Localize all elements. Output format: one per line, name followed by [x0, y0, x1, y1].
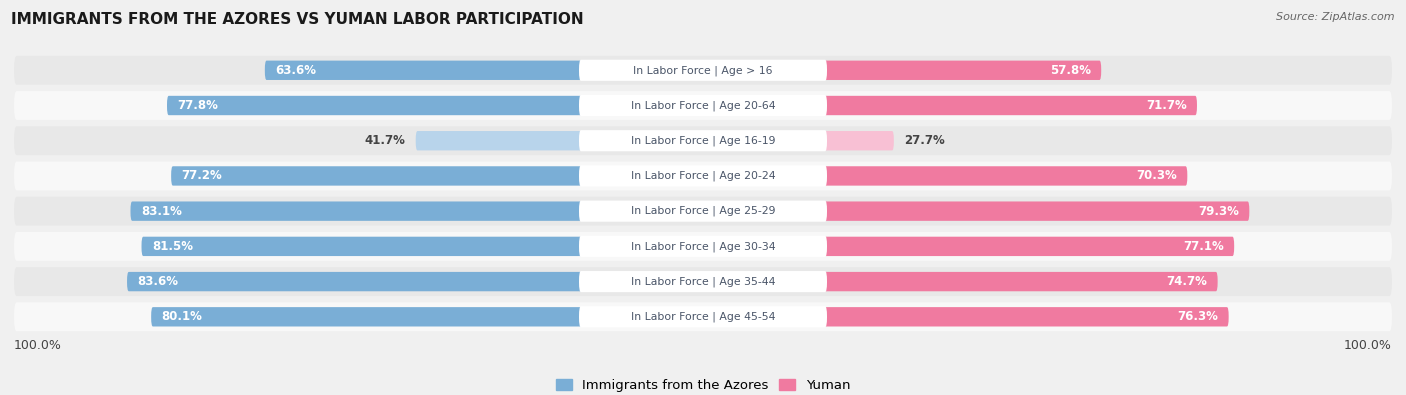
FancyBboxPatch shape	[131, 201, 703, 221]
FancyBboxPatch shape	[703, 96, 1197, 115]
Text: In Labor Force | Age 45-54: In Labor Force | Age 45-54	[631, 312, 775, 322]
FancyBboxPatch shape	[579, 60, 827, 81]
FancyBboxPatch shape	[14, 232, 1392, 261]
FancyBboxPatch shape	[14, 56, 1392, 85]
FancyBboxPatch shape	[14, 126, 1392, 155]
FancyBboxPatch shape	[172, 166, 703, 186]
FancyBboxPatch shape	[14, 197, 1392, 226]
Text: Source: ZipAtlas.com: Source: ZipAtlas.com	[1277, 12, 1395, 22]
Text: 57.8%: 57.8%	[1050, 64, 1091, 77]
FancyBboxPatch shape	[14, 302, 1392, 331]
Text: In Labor Force | Age > 16: In Labor Force | Age > 16	[633, 65, 773, 75]
Text: 83.1%: 83.1%	[141, 205, 181, 218]
FancyBboxPatch shape	[703, 166, 1187, 186]
FancyBboxPatch shape	[579, 306, 827, 327]
Text: 63.6%: 63.6%	[276, 64, 316, 77]
Text: In Labor Force | Age 20-64: In Labor Force | Age 20-64	[631, 100, 775, 111]
Text: In Labor Force | Age 25-29: In Labor Force | Age 25-29	[631, 206, 775, 216]
Text: 71.7%: 71.7%	[1146, 99, 1187, 112]
Text: In Labor Force | Age 20-24: In Labor Force | Age 20-24	[631, 171, 775, 181]
FancyBboxPatch shape	[703, 237, 1234, 256]
FancyBboxPatch shape	[264, 60, 703, 80]
Text: 77.8%: 77.8%	[177, 99, 218, 112]
Text: 83.6%: 83.6%	[138, 275, 179, 288]
Text: In Labor Force | Age 16-19: In Labor Force | Age 16-19	[631, 135, 775, 146]
Text: 100.0%: 100.0%	[1344, 339, 1392, 352]
FancyBboxPatch shape	[703, 307, 1229, 327]
FancyBboxPatch shape	[579, 236, 827, 257]
FancyBboxPatch shape	[703, 201, 1250, 221]
Text: 100.0%: 100.0%	[14, 339, 62, 352]
FancyBboxPatch shape	[152, 307, 703, 327]
Text: 81.5%: 81.5%	[152, 240, 193, 253]
Text: 80.1%: 80.1%	[162, 310, 202, 324]
Text: 70.3%: 70.3%	[1136, 169, 1177, 182]
FancyBboxPatch shape	[14, 162, 1392, 190]
Legend: Immigrants from the Azores, Yuman: Immigrants from the Azores, Yuman	[551, 374, 855, 395]
Text: In Labor Force | Age 30-34: In Labor Force | Age 30-34	[631, 241, 775, 252]
FancyBboxPatch shape	[579, 130, 827, 151]
FancyBboxPatch shape	[703, 272, 1218, 291]
FancyBboxPatch shape	[127, 272, 703, 291]
Text: IMMIGRANTS FROM THE AZORES VS YUMAN LABOR PARTICIPATION: IMMIGRANTS FROM THE AZORES VS YUMAN LABO…	[11, 12, 583, 27]
FancyBboxPatch shape	[14, 91, 1392, 120]
Text: 76.3%: 76.3%	[1177, 310, 1219, 324]
Text: 27.7%: 27.7%	[904, 134, 945, 147]
FancyBboxPatch shape	[167, 96, 703, 115]
Text: 77.1%: 77.1%	[1182, 240, 1223, 253]
FancyBboxPatch shape	[579, 95, 827, 116]
FancyBboxPatch shape	[579, 201, 827, 222]
Text: 77.2%: 77.2%	[181, 169, 222, 182]
FancyBboxPatch shape	[703, 60, 1101, 80]
FancyBboxPatch shape	[142, 237, 703, 256]
FancyBboxPatch shape	[703, 131, 894, 150]
Text: In Labor Force | Age 35-44: In Labor Force | Age 35-44	[631, 276, 775, 287]
FancyBboxPatch shape	[579, 271, 827, 292]
Text: 79.3%: 79.3%	[1198, 205, 1239, 218]
Text: 74.7%: 74.7%	[1167, 275, 1208, 288]
FancyBboxPatch shape	[14, 267, 1392, 296]
FancyBboxPatch shape	[416, 131, 703, 150]
FancyBboxPatch shape	[579, 166, 827, 186]
Text: 41.7%: 41.7%	[364, 134, 405, 147]
